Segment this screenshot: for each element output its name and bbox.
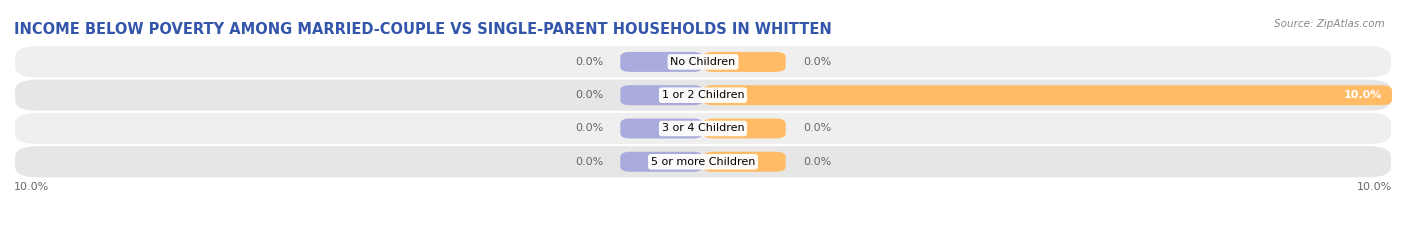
Text: 0.0%: 0.0% [575, 123, 603, 134]
FancyBboxPatch shape [620, 119, 703, 138]
Text: INCOME BELOW POVERTY AMONG MARRIED-COUPLE VS SINGLE-PARENT HOUSEHOLDS IN WHITTEN: INCOME BELOW POVERTY AMONG MARRIED-COUPL… [14, 22, 832, 37]
Text: 0.0%: 0.0% [803, 157, 831, 167]
Text: No Children: No Children [671, 57, 735, 67]
FancyBboxPatch shape [14, 79, 1392, 112]
FancyBboxPatch shape [14, 145, 1392, 178]
Text: 10.0%: 10.0% [14, 182, 49, 192]
Text: 0.0%: 0.0% [803, 57, 831, 67]
Text: 5 or more Children: 5 or more Children [651, 157, 755, 167]
FancyBboxPatch shape [703, 119, 786, 138]
Text: 0.0%: 0.0% [575, 90, 603, 100]
FancyBboxPatch shape [703, 85, 1392, 105]
FancyBboxPatch shape [14, 45, 1392, 79]
Text: Source: ZipAtlas.com: Source: ZipAtlas.com [1274, 19, 1385, 29]
Text: 10.0%: 10.0% [1357, 182, 1392, 192]
Text: 0.0%: 0.0% [575, 57, 603, 67]
Legend: Married Couples, Single Parents: Married Couples, Single Parents [591, 230, 815, 233]
Text: 3 or 4 Children: 3 or 4 Children [662, 123, 744, 134]
Text: 0.0%: 0.0% [575, 157, 603, 167]
Text: 10.0%: 10.0% [1343, 90, 1382, 100]
FancyBboxPatch shape [620, 152, 703, 172]
FancyBboxPatch shape [703, 52, 786, 72]
FancyBboxPatch shape [620, 85, 703, 105]
FancyBboxPatch shape [703, 152, 786, 172]
Text: 1 or 2 Children: 1 or 2 Children [662, 90, 744, 100]
FancyBboxPatch shape [620, 52, 703, 72]
Text: 0.0%: 0.0% [803, 123, 831, 134]
FancyBboxPatch shape [14, 112, 1392, 145]
